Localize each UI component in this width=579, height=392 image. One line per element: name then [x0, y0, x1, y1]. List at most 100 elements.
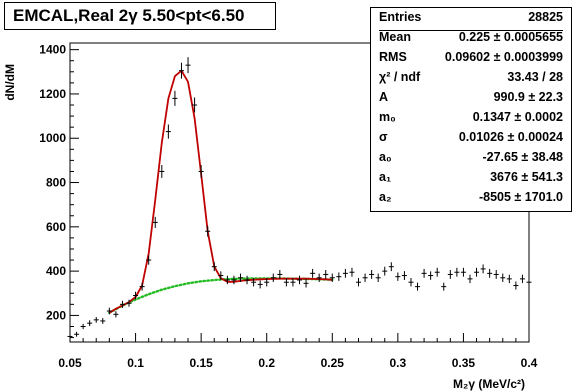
data-point — [310, 268, 316, 278]
data-point — [257, 280, 263, 289]
stats-label: m₀ — [379, 110, 396, 124]
data-point — [211, 262, 217, 272]
data-point — [237, 273, 243, 282]
x-tick-label: 0.05 — [58, 356, 82, 370]
y-tick-label: 400 — [46, 264, 66, 278]
data-point — [342, 268, 348, 278]
stats-row-a1: a₁ 3676 ± 541.3 — [379, 170, 563, 190]
stats-value: 0.09602 ± 0.0003999 — [444, 50, 563, 64]
data-point — [113, 311, 119, 318]
data-point — [395, 272, 401, 281]
data-point — [87, 320, 93, 327]
y-tick-label: 1200 — [39, 87, 66, 101]
stats-row-entries: Entries 28825 — [379, 10, 563, 31]
data-point — [349, 267, 355, 277]
data-point — [218, 271, 224, 280]
data-point — [297, 275, 302, 285]
stats-value: 0.225 ± 0.0005655 — [458, 30, 563, 44]
data-point — [428, 271, 434, 280]
data-point — [192, 97, 198, 113]
stats-label: Entries — [379, 10, 422, 24]
stats-label: a₁ — [379, 170, 392, 184]
y-tick-label: 800 — [46, 176, 66, 190]
data-point — [100, 318, 106, 324]
data-point — [401, 271, 407, 280]
data-point — [382, 266, 388, 276]
stats-value: 0.1347 ± 0.0002 — [472, 110, 563, 124]
data-point — [506, 274, 512, 284]
data-point — [408, 277, 414, 287]
data-point — [67, 334, 73, 339]
data-point — [487, 268, 493, 278]
data-point — [139, 282, 145, 291]
stats-label: a₀ — [379, 150, 392, 164]
stats-label: A — [379, 90, 389, 104]
data-point — [133, 291, 139, 300]
data-point — [519, 274, 525, 284]
data-point — [329, 273, 335, 282]
data-point — [270, 273, 276, 282]
data-point — [198, 165, 204, 178]
data-point — [251, 277, 257, 287]
data-point — [264, 277, 270, 287]
axes-ticks — [69, 49, 530, 342]
stats-value: 28825 — [528, 10, 563, 24]
data-point — [526, 277, 532, 287]
data-point — [146, 255, 152, 265]
data-point — [323, 270, 329, 279]
y-tick-label: 200 — [46, 308, 66, 322]
x-tick-label: 0.25 — [321, 356, 345, 370]
data-point — [283, 277, 289, 287]
stats-value: 3676 ± 541.3 — [490, 170, 563, 184]
data-point — [388, 262, 394, 272]
data-point — [434, 267, 440, 277]
stats-label: a₂ — [379, 190, 392, 204]
data-point — [152, 216, 158, 228]
y-tick-label: 1400 — [39, 43, 66, 57]
x-tick-label: 0.1 — [127, 356, 144, 370]
stats-row-a2: a₂ -8505 ± 1701.0 — [379, 190, 563, 210]
stats-label: Mean — [379, 30, 411, 44]
data-points-layer — [67, 57, 532, 339]
stats-label: χ² / ndf — [379, 70, 421, 84]
data-point — [303, 279, 309, 288]
data-point — [290, 277, 296, 287]
stats-row-mean: Mean 0.225 ± 0.0005655 — [379, 30, 563, 50]
data-point — [316, 273, 322, 282]
data-point — [454, 267, 460, 277]
data-point — [447, 270, 453, 279]
stats-value: 33.43 / 28 — [507, 70, 563, 84]
stats-row-m0: m₀ 0.1347 ± 0.0002 — [379, 110, 563, 130]
histogram-title: EMCAL,Real 2γ 5.50<pt<6.50 — [13, 6, 245, 25]
data-point — [513, 281, 519, 290]
stats-box: Entries 28825 Mean 0.225 ± 0.0005655 RMS… — [370, 7, 572, 212]
histogram-title-box: EMCAL,Real 2γ 5.50<pt<6.50 — [4, 2, 276, 30]
data-point — [493, 270, 499, 279]
y-axis-title: dN/dM — [3, 64, 17, 101]
data-point — [415, 282, 421, 291]
data-point — [231, 275, 237, 285]
data-point — [244, 275, 250, 285]
x-tick-label: 0.2 — [258, 356, 275, 370]
data-point — [119, 300, 125, 308]
stats-value: -27.65 ± 38.48 — [482, 150, 563, 164]
data-point — [178, 62, 184, 79]
data-point — [80, 323, 86, 330]
x-axis-title: M₂γ (MeV/c²) — [453, 377, 525, 391]
stats-label: RMS — [379, 50, 407, 64]
stats-value: -8505 ± 1701.0 — [478, 190, 563, 204]
data-point — [224, 275, 230, 285]
data-point — [277, 270, 283, 279]
data-point — [159, 165, 165, 178]
data-point — [480, 264, 486, 274]
data-point — [467, 274, 473, 284]
x-tick-label: 0.3 — [390, 356, 407, 370]
y-tick-labels: 200 400 600 800 1000 1200 1400 — [39, 43, 66, 323]
data-point — [205, 225, 211, 237]
stats-value: 990.9 ± 22.3 — [493, 90, 563, 104]
data-point — [369, 270, 375, 279]
data-point — [185, 57, 191, 74]
data-point — [356, 277, 362, 287]
stats-label: σ — [379, 130, 388, 144]
